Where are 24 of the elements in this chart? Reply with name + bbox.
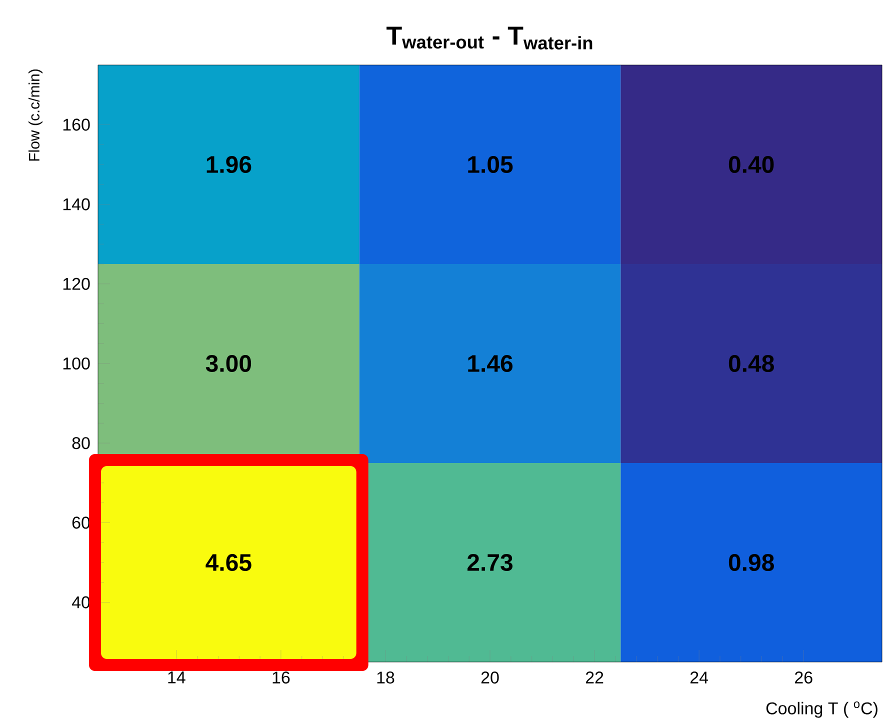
y-tick-label: 100 — [63, 357, 90, 370]
y-tick-label: 140 — [63, 198, 90, 210]
data-label: 0.98 — [728, 554, 774, 571]
data-label: 4.65 — [206, 554, 252, 571]
x-tick-label: 16 — [272, 672, 290, 684]
data-label: 3.00 — [206, 354, 252, 372]
x-tick-label: 26 — [795, 672, 812, 684]
y-tick-label: 80 — [72, 437, 90, 450]
y-tick-label: 160 — [63, 118, 90, 131]
chart-title: T$_{water-out}$ - T$_{water-in}$ — [386, 26, 592, 50]
data-label: 0.48 — [728, 355, 774, 372]
data-label: 1.05 — [468, 156, 513, 173]
data-label: 1.96 — [206, 156, 252, 173]
data-label: 1.46 — [468, 355, 512, 372]
x-tick-label: 24 — [690, 672, 708, 684]
x-tick-label: 22 — [586, 672, 604, 684]
x-axis-title: Cooling T ( $^{o}$C) — [766, 702, 878, 718]
data-label: 2.73 — [467, 554, 512, 572]
x-tick-label: 20 — [481, 672, 499, 684]
y-tick-label: 120 — [63, 278, 90, 290]
y-axis-title: Flow (c.c/min) — [28, 69, 42, 161]
x-tick-label: 18 — [377, 672, 394, 684]
x-tick-label: 14 — [168, 672, 186, 684]
data-label: 0.40 — [728, 156, 774, 173]
